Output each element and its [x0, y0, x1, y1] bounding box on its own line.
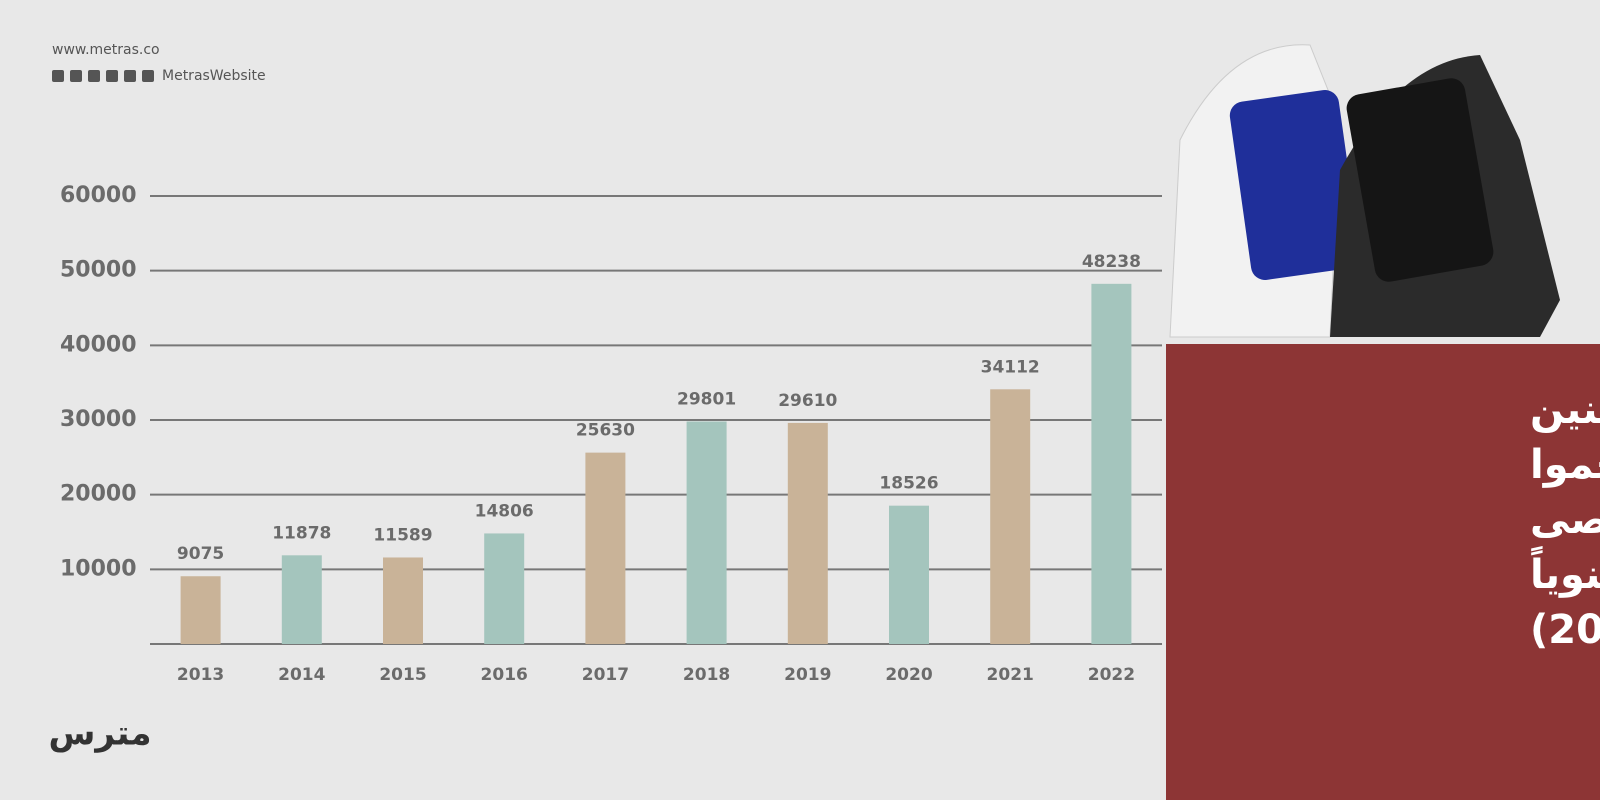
y-tick-label: 30000	[60, 407, 137, 432]
x-tick-label: 2015	[379, 665, 426, 685]
x-tick-label: 2018	[683, 665, 730, 685]
icon	[88, 70, 100, 82]
icon	[70, 70, 82, 82]
value-label: 48238	[1082, 252, 1141, 272]
bar	[1091, 283, 1132, 644]
x-tick-label: 2022	[1088, 665, 1135, 685]
bar	[585, 452, 626, 644]
icon	[106, 70, 118, 82]
icon	[142, 70, 154, 82]
x-tick-label: 2016	[481, 665, 528, 685]
value-label: 29610	[778, 391, 837, 411]
x-tick-label: 2020	[885, 665, 932, 685]
value-label: 29801	[677, 389, 736, 409]
social-handle: MetrasWebsite	[162, 68, 266, 84]
torah-black	[1346, 78, 1494, 282]
bar	[383, 557, 423, 644]
value-label: 18526	[879, 474, 938, 494]
chart-title: سنوياً	[1530, 545, 1600, 598]
icon	[52, 70, 64, 82]
chart-title: المسجد الأقصى	[1530, 494, 1600, 543]
value-label: 14806	[475, 501, 534, 521]
bar	[990, 389, 1031, 644]
bar	[180, 576, 221, 644]
value-label: 9075	[177, 544, 224, 564]
logo: مترس	[49, 714, 152, 754]
icon	[124, 70, 136, 82]
x-tick-label: 2019	[784, 665, 831, 685]
torah-blue	[1229, 90, 1361, 280]
x-tick-label: 2021	[987, 665, 1034, 685]
x-tick-label: 2017	[582, 665, 629, 685]
bar	[484, 533, 525, 644]
y-tick-label: 40000	[60, 332, 137, 357]
y-tick-label: 50000	[60, 258, 137, 283]
chart-title: (2013 - 2022)	[1530, 607, 1600, 653]
y-tick-label: 20000	[60, 482, 137, 507]
value-label: 25630	[576, 421, 635, 441]
value-label: 34112	[981, 357, 1040, 377]
value-label: 11589	[373, 525, 432, 545]
bar	[787, 422, 828, 644]
x-tick-label: 2014	[278, 665, 325, 685]
y-tick-label: 60000	[60, 183, 137, 208]
chart-title: الذين اقتحموا	[1530, 442, 1600, 488]
y-tick-label: 10000	[60, 556, 137, 581]
chart-title: عدد المستوطنين	[1530, 387, 1600, 433]
bar	[889, 505, 929, 644]
title-panel	[1166, 344, 1600, 800]
photo	[1166, 40, 1568, 338]
value-label: 11878	[272, 523, 331, 543]
website: www.metras.co	[52, 42, 160, 58]
social-icons	[52, 70, 154, 82]
bar	[686, 421, 727, 644]
bar	[281, 555, 322, 644]
x-tick-label: 2013	[177, 665, 224, 685]
